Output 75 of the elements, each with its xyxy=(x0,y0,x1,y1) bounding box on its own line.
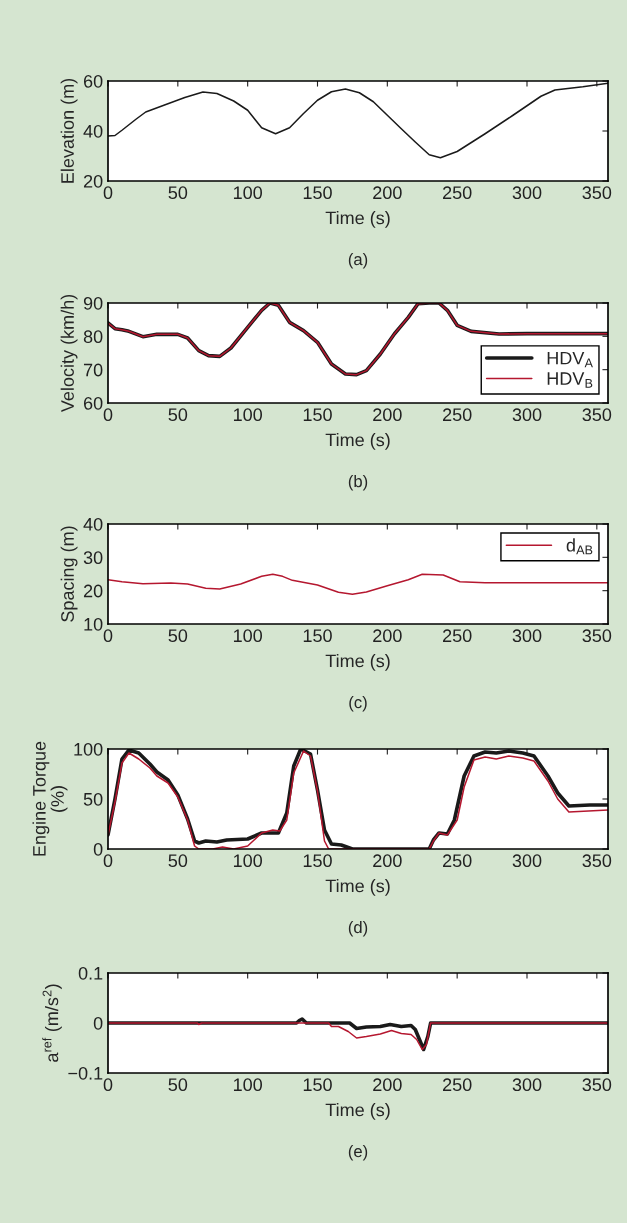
x-tick-label: 150 xyxy=(303,408,332,422)
text: (d) xyxy=(348,921,368,937)
x-tick-label: 0 xyxy=(103,629,113,643)
y-axis-title: Elevation (m) xyxy=(60,78,78,183)
x-tick-label: 300 xyxy=(512,1078,542,1092)
y-tick-label: 40 xyxy=(83,517,103,531)
x-tick-label: 200 xyxy=(373,854,402,868)
x-tick-label: 300 xyxy=(512,186,542,200)
x-tick-label: 200 xyxy=(373,186,402,200)
text: (e) xyxy=(348,1145,368,1161)
x-tick-label: 50 xyxy=(168,408,188,422)
x-tick-label: 50 xyxy=(168,854,188,868)
text: (a) xyxy=(348,253,368,269)
x-tick-label: 100 xyxy=(233,854,263,868)
x-tick-label: 50 xyxy=(168,1078,188,1092)
x-axis-title: Time (s) xyxy=(325,1103,390,1120)
y-tick-label: 0.1 xyxy=(78,966,103,980)
x-axis-title: Time (s) xyxy=(325,879,390,896)
x-tick-label: 200 xyxy=(373,629,402,643)
x-axis-title: Time (s) xyxy=(325,654,390,671)
x-tick-label: 100 xyxy=(233,1078,263,1092)
y-tick-label: 100 xyxy=(74,742,103,756)
x-tick-label: 0 xyxy=(103,408,113,422)
y-tick-label: 60 xyxy=(83,396,103,410)
x-tick-label: 250 xyxy=(443,186,472,200)
x-tick-label: 350 xyxy=(582,408,612,422)
x-tick-label: 0 xyxy=(103,854,113,868)
x-tick-label: 50 xyxy=(168,186,188,200)
y-tick-label: 20 xyxy=(83,174,103,188)
x-tick-label: 150 xyxy=(303,186,332,200)
text: (b) xyxy=(348,475,368,491)
y-tick-label: 20 xyxy=(83,584,103,598)
legend-label: HDV$_{B}$ xyxy=(547,372,593,388)
x-tick-label: 350 xyxy=(582,629,612,643)
x-tick-label: 300 xyxy=(512,629,542,643)
x-tick-label: 300 xyxy=(512,854,542,868)
y-tick-label: 0 xyxy=(93,842,103,856)
x-tick-label: 250 xyxy=(443,1078,472,1092)
y-axis-title: Engine Torque (%) xyxy=(32,741,68,856)
x-tick-label: 150 xyxy=(303,629,332,643)
x-tick-label: 200 xyxy=(373,408,402,422)
y-tick-label: 10 xyxy=(84,617,103,631)
x-tick-label: 50 xyxy=(168,629,188,643)
x-axis-title: Time (s) xyxy=(325,433,390,450)
x-tick-label: 150 xyxy=(303,1078,332,1092)
x-tick-label: 250 xyxy=(443,408,472,422)
x-tick-label: 100 xyxy=(233,408,263,422)
x-tick-label: 100 xyxy=(233,629,263,643)
x-tick-label: 100 xyxy=(233,186,263,200)
y-tick-label: 80 xyxy=(83,330,103,344)
y-tick-label: 50 xyxy=(83,792,103,806)
y-tick-label: 30 xyxy=(83,551,103,565)
x-tick-label: 0 xyxy=(103,1078,113,1092)
x-tick-label: 250 xyxy=(443,854,472,868)
y-tick-label: 60 xyxy=(83,74,103,88)
x-tick-label: 350 xyxy=(582,854,612,868)
legend-label: d$_{AB}$ xyxy=(566,538,593,555)
y-tick-label: 90 xyxy=(83,296,103,310)
y-axis-title: a$^{ref}$ (m/s$^{2}$) xyxy=(42,984,62,1062)
x-tick-label: 250 xyxy=(443,629,472,643)
y-axis-title: Velocity (km/h) xyxy=(60,294,78,413)
y-tick-label: 70 xyxy=(83,363,103,377)
y-axis-title: Spacing (m) xyxy=(60,526,78,622)
x-tick-label: 350 xyxy=(582,1078,612,1092)
legend-label: HDV$_{A}$ xyxy=(547,351,593,368)
x-tick-label: 150 xyxy=(303,854,332,868)
y-tick-label: 40 xyxy=(83,124,103,138)
text: (c) xyxy=(349,696,367,712)
x-axis-title: Time (s) xyxy=(325,211,390,228)
x-tick-label: 200 xyxy=(373,1078,402,1092)
x-tick-label: 300 xyxy=(512,408,542,422)
x-tick-label: 350 xyxy=(582,186,612,200)
y-tick-label: −0.1 xyxy=(68,1066,103,1080)
y-tick-label: 0 xyxy=(93,1016,103,1030)
x-tick-label: 0 xyxy=(103,186,113,200)
